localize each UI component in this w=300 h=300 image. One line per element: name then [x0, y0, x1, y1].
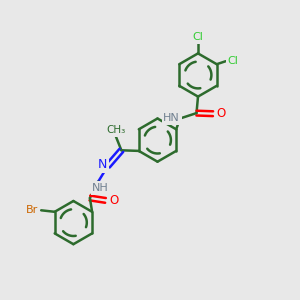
- Text: Cl: Cl: [228, 56, 238, 66]
- Text: Br: Br: [26, 205, 38, 215]
- Text: Cl: Cl: [193, 32, 203, 42]
- Text: O: O: [217, 107, 226, 120]
- Text: NH: NH: [92, 183, 109, 193]
- Text: CH₃: CH₃: [106, 125, 126, 135]
- Text: O: O: [109, 194, 119, 207]
- Text: HN: HN: [163, 113, 180, 124]
- Text: N: N: [98, 158, 107, 171]
